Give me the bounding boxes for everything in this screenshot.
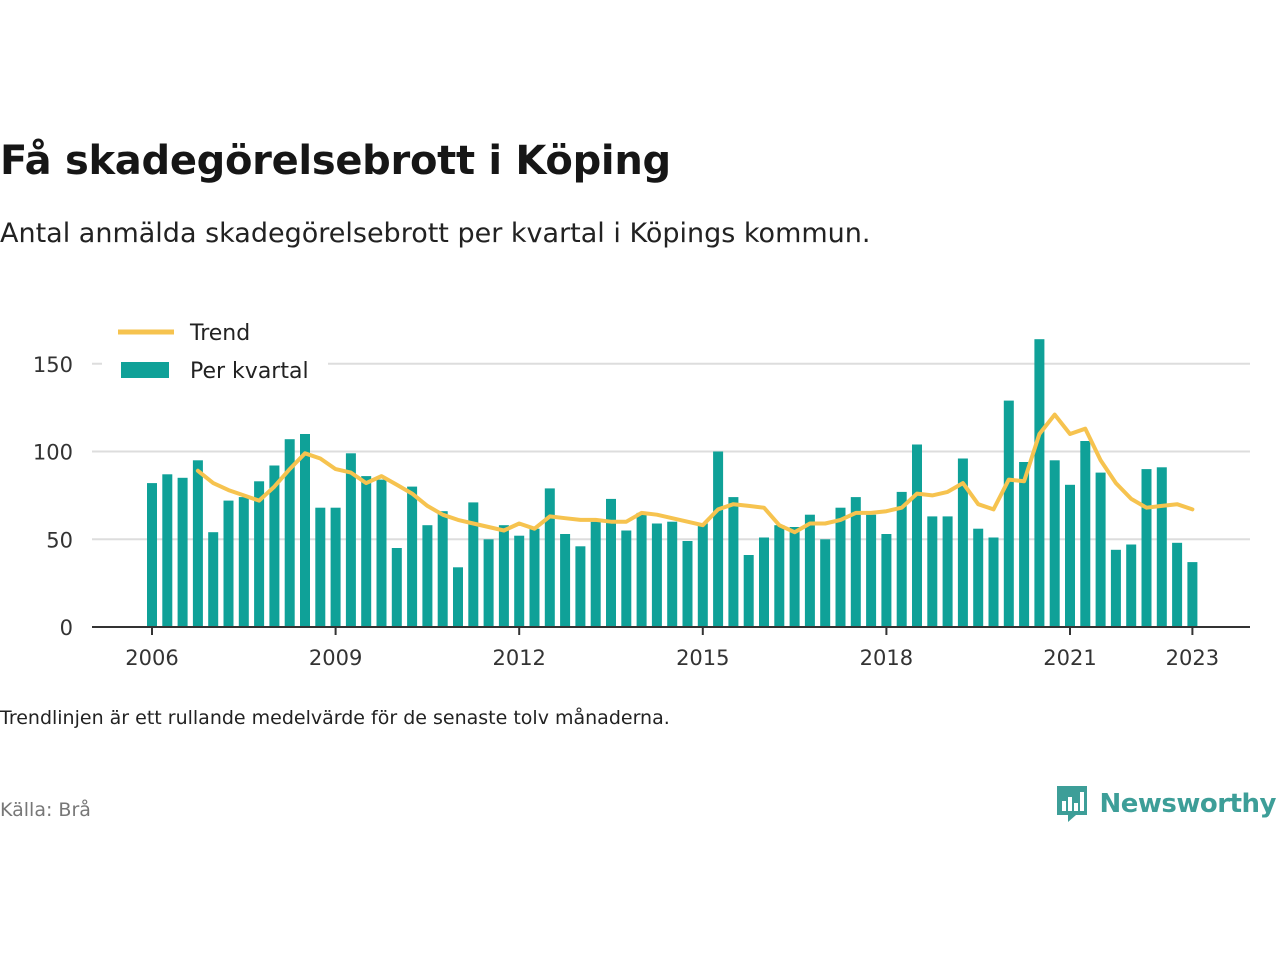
bar <box>483 539 494 628</box>
bar <box>927 516 938 627</box>
legend-bar-swatch <box>121 362 169 378</box>
bar <box>391 548 402 627</box>
bar <box>407 486 418 627</box>
bar <box>1019 462 1030 627</box>
bar <box>330 507 341 627</box>
bar <box>208 532 219 627</box>
legend-trend-label: Trend <box>189 321 250 346</box>
bar <box>942 516 953 627</box>
x-tick-label: 2006 <box>125 646 178 670</box>
x-tick-label: 2023 <box>1166 646 1219 670</box>
bar <box>590 521 601 627</box>
bar <box>866 514 877 627</box>
bar <box>697 523 708 627</box>
bar <box>988 537 999 627</box>
bar <box>621 530 632 627</box>
bar <box>192 460 203 627</box>
bar <box>514 535 525 627</box>
bar <box>820 539 831 628</box>
bar <box>728 497 739 627</box>
bar <box>284 439 295 627</box>
bar <box>147 483 157 627</box>
bar <box>667 521 678 627</box>
bar <box>912 444 922 627</box>
bar <box>850 497 861 627</box>
bar <box>453 567 463 627</box>
x-tick-label: 2015 <box>676 646 729 670</box>
bar <box>896 491 907 627</box>
brand-name: Newsworthy <box>1099 789 1277 819</box>
bar <box>1156 467 1167 627</box>
bar <box>1003 400 1014 627</box>
grid <box>92 362 1250 541</box>
bar <box>1110 549 1121 627</box>
chart-subtitle: Antal anmälda skadegörelsebrott per kvar… <box>0 218 871 249</box>
y-tick-label: 0 <box>60 616 73 640</box>
bar <box>759 537 769 627</box>
axes: 0 50 100 150 2006 2009 2012 2015 2018 2021 2023 <box>33 353 1250 670</box>
bar <box>636 512 647 627</box>
bar <box>1187 562 1198 627</box>
bar <box>498 525 509 627</box>
x-tick-label: 2009 <box>309 646 362 670</box>
bar <box>1141 469 1152 627</box>
brand-logo: Newsworthy <box>1054 784 1277 824</box>
footnote: Trendlinjen är ett rullande medelvärde f… <box>0 707 670 729</box>
bar <box>238 497 249 627</box>
bar <box>361 476 372 627</box>
bar <box>1095 472 1106 627</box>
bar <box>1065 484 1075 627</box>
bar <box>1126 544 1137 627</box>
bar <box>437 511 448 627</box>
bar <box>162 474 173 627</box>
legend-bar-label: Per kvartal <box>190 359 309 384</box>
bar <box>560 534 571 627</box>
y-tick-label: 150 <box>33 353 73 377</box>
chart-title: Få skadegörelsebrott i Köping <box>0 138 671 184</box>
source-label: Källa: Brå <box>0 799 91 821</box>
bar <box>575 546 586 627</box>
y-tick-label: 100 <box>33 441 73 465</box>
bar <box>223 500 234 627</box>
bar <box>376 479 387 627</box>
bar <box>300 434 310 627</box>
bar <box>254 481 265 627</box>
bar <box>789 527 800 627</box>
bar <box>774 525 785 627</box>
bar <box>835 507 846 627</box>
bar <box>957 458 968 627</box>
x-tick-label: 2012 <box>492 646 545 670</box>
bar <box>804 514 815 627</box>
bar <box>177 477 188 627</box>
bar <box>713 451 724 627</box>
bar <box>422 525 433 627</box>
bar <box>269 465 280 627</box>
trend-line <box>195 412 1195 535</box>
bar <box>1049 460 1060 627</box>
bar <box>606 498 616 627</box>
bar <box>1034 339 1045 627</box>
bar <box>1172 542 1183 627</box>
bar <box>468 502 479 627</box>
bar <box>973 528 984 627</box>
bar <box>682 541 693 627</box>
bar <box>651 523 662 627</box>
bar <box>881 534 892 627</box>
x-tick-label: 2021 <box>1043 646 1096 670</box>
legend: Trend Per kvartal <box>102 318 328 390</box>
bar <box>345 453 356 627</box>
bar <box>544 488 555 627</box>
y-tick-label: 50 <box>46 528 73 552</box>
x-tick-label: 2018 <box>860 646 913 670</box>
newsworthy-logo-icon <box>1056 786 1087 822</box>
bar <box>1080 441 1091 627</box>
bar-series <box>147 339 1198 628</box>
bar <box>529 528 540 627</box>
bar <box>743 555 754 627</box>
chart: 0 50 100 150 2006 2009 2012 2015 2018 2021 2023 Tr… <box>33 318 1250 670</box>
bar <box>315 507 326 627</box>
trend-series <box>195 412 1195 535</box>
